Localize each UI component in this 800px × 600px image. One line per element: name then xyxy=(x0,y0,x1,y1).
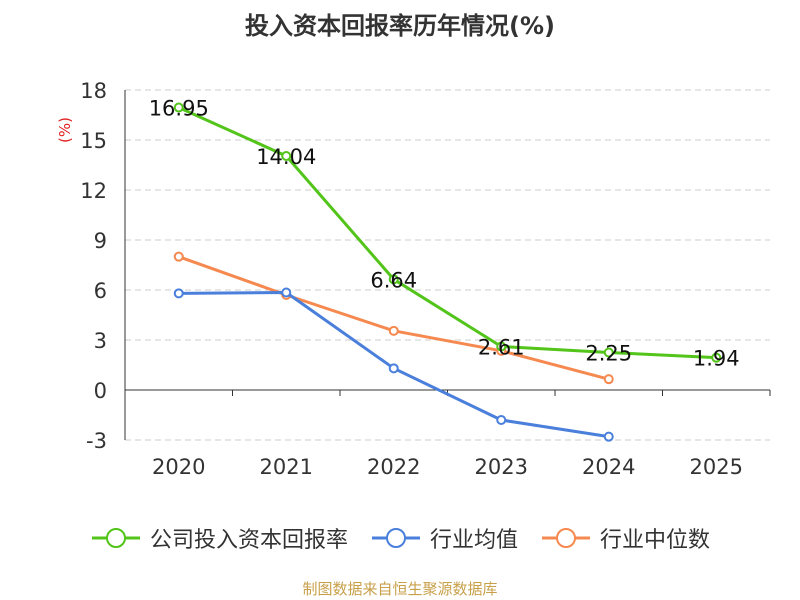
legend-marker xyxy=(385,528,406,548)
y-axis-label: (%) xyxy=(56,117,74,143)
legend-label: 公司投入资本回报率 xyxy=(149,528,348,553)
data-point xyxy=(711,352,722,363)
legend-marker xyxy=(105,528,126,548)
y-tick-label: 3 xyxy=(94,329,107,353)
legend-label: 行业均值 xyxy=(429,528,518,553)
y-tick-label: 18 xyxy=(80,79,107,103)
y-tick-label: -3 xyxy=(86,429,107,453)
legend-item[interactable]: 行业中位数 xyxy=(540,522,710,554)
legend-line-marker-icon xyxy=(371,528,420,548)
data-point xyxy=(603,374,614,385)
legend-item[interactable]: 公司投入资本回报率 xyxy=(90,522,348,554)
legend-marker xyxy=(556,528,576,548)
data-point xyxy=(173,288,184,299)
data-point xyxy=(388,325,399,336)
data-label: 2.61 xyxy=(478,336,525,360)
legend-line-marker-icon xyxy=(542,528,590,548)
data-label: 1.94 xyxy=(693,347,740,371)
x-tick-label: 2020 xyxy=(152,455,205,479)
data-point xyxy=(388,363,399,374)
data-label: 6.64 xyxy=(370,268,417,292)
legend-line-marker-icon xyxy=(91,528,140,548)
data-point xyxy=(388,274,399,285)
source-note: 制图数据来自恒生聚源数据库 xyxy=(302,580,498,598)
y-tick-label: 6 xyxy=(94,279,107,303)
data-point xyxy=(496,415,507,425)
data-point xyxy=(496,341,507,352)
x-tick-label: 2024 xyxy=(582,455,635,479)
legend-item[interactable]: 行业均值 xyxy=(370,522,518,554)
x-tick-label: 2023 xyxy=(475,455,528,479)
data-label: 14.04 xyxy=(256,145,316,169)
series-line xyxy=(178,106,717,360)
chart-title: 投入资本回报率历年情况(%) xyxy=(245,12,555,40)
y-tick-label: 0 xyxy=(94,379,107,403)
data-point xyxy=(281,287,292,298)
data-point xyxy=(603,431,614,442)
y-tick-label: 9 xyxy=(94,229,107,253)
data-point xyxy=(603,347,614,358)
legend-label: 行业中位数 xyxy=(600,528,711,553)
data-label: 2.25 xyxy=(585,342,632,366)
legend: 公司投入资本回报率 行业均值 行业中位数 xyxy=(0,520,800,556)
y-tick-label: 12 xyxy=(80,179,107,203)
x-tick-label: 2021 xyxy=(260,455,313,479)
y-tick-label: 15 xyxy=(80,129,107,153)
data-point xyxy=(281,151,292,161)
x-tick-label: 2022 xyxy=(367,455,420,479)
data-label: 16.95 xyxy=(149,97,209,121)
data-point xyxy=(173,102,184,113)
x-tick-label: 2025 xyxy=(690,455,743,479)
data-point xyxy=(173,251,184,262)
